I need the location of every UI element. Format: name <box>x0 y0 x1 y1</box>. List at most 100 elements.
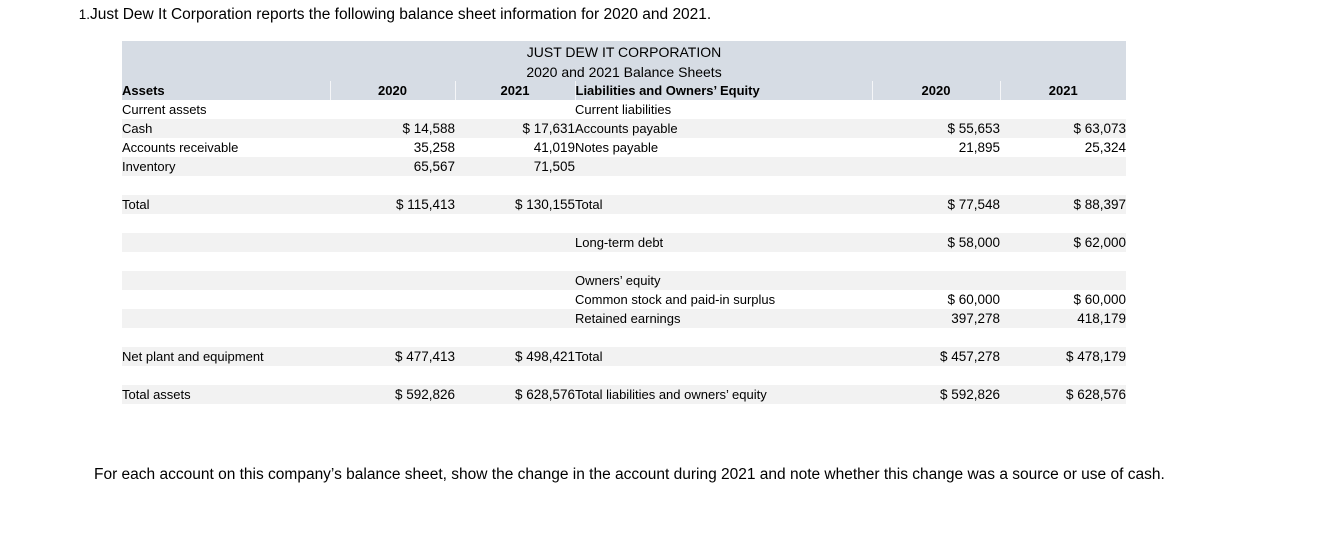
assets-label-cell <box>122 366 330 385</box>
table-subtitle-row: 2020 and 2021 Balance Sheets <box>122 62 1127 81</box>
liab-2021-cell: $ 628,576 <box>1065 387 1127 402</box>
liab-2021-cell: $ 88,397 <box>1073 197 1127 212</box>
assets-2021-cell <box>455 233 575 252</box>
liab-label-cell <box>575 157 872 176</box>
liab-label-cell: Total <box>575 349 603 364</box>
assets-2021-header: 2021 <box>454 81 575 100</box>
assets-label-cell: Current assets <box>122 102 207 117</box>
assets-2020-cell: 35,258 <box>413 140 455 155</box>
liab-2020-cell: 21,895 <box>958 140 1000 155</box>
liab-2020-cell <box>872 214 1000 233</box>
assets-2021-cell <box>455 290 575 309</box>
assets-2020-cell <box>330 366 455 385</box>
liab-2021-cell: $ 478,179 <box>1065 349 1127 364</box>
table-row: Total $ 115,413 $ 130,155 Total $ 77,548… <box>122 195 1127 214</box>
liab-2021-cell <box>1000 214 1126 233</box>
table-row: Cash $ 14,588 $ 17,631 Accounts payable … <box>122 119 1127 138</box>
table-row <box>122 214 1126 233</box>
assets-label-cell <box>122 271 330 290</box>
liab-2020-cell <box>872 252 1000 271</box>
assets-2021-cell: $ 17,631 <box>522 121 575 136</box>
liab-label-cell: Notes payable <box>575 140 659 155</box>
assets-2020-cell <box>330 290 455 309</box>
table-subtitle: 2020 and 2021 Balance Sheets <box>122 62 1127 81</box>
liab-2021-cell <box>1000 328 1126 347</box>
table-row: Inventory 65,567 71,505 <box>122 157 1127 176</box>
table-body: Current assets Current liabilities Cash … <box>122 100 1127 404</box>
assets-2020-cell <box>330 271 455 290</box>
table-row <box>122 366 1126 385</box>
assets-label-cell: Total assets <box>122 387 191 402</box>
assets-label-cell: Inventory <box>122 159 176 174</box>
table-row <box>122 328 1126 347</box>
liab-label-cell: Total liabilities and owners’ equity <box>575 387 767 402</box>
assets-2020-cell: 65,567 <box>413 159 455 174</box>
assets-label-cell: Net plant and equipment <box>122 349 264 364</box>
liab-2021-cell: 25,324 <box>1084 140 1127 155</box>
liab-2021-cell: $ 62,000 <box>1073 235 1127 250</box>
assets-label-cell: Total <box>122 197 150 212</box>
assets-2020-cell: $ 592,826 <box>394 387 455 402</box>
liab-2020-cell <box>872 157 1000 176</box>
liab-2020-cell <box>872 100 1000 119</box>
liab-2020-cell <box>872 366 1000 385</box>
liab-label-cell: Long-term debt <box>575 235 664 250</box>
assets-label-cell <box>122 290 330 309</box>
assets-2020-header: 2020 <box>329 81 455 100</box>
balance-sheet: JUST DEW IT CORPORATION 2020 and 2021 Ba… <box>122 41 1326 404</box>
liab-2021-cell <box>1000 366 1126 385</box>
assets-2020-cell <box>330 214 455 233</box>
problem-heading: 1. Just Dew It Corporation reports the f… <box>62 4 1326 25</box>
table-row: Accounts receivable 35,258 41,019 Notes … <box>122 138 1126 157</box>
liab-2021-cell <box>1000 176 1126 195</box>
table-row: Current assets Current liabilities <box>122 100 1126 119</box>
assets-2020-cell <box>330 328 455 347</box>
assets-2020-cell <box>330 252 455 271</box>
table-row: Retained earnings 397,278 418,179 <box>122 309 1127 328</box>
liabilities-2020-header: 2020 <box>871 81 1000 100</box>
assets-2021-cell <box>455 176 575 195</box>
liab-label-cell <box>575 214 872 233</box>
liab-2020-cell <box>872 328 1000 347</box>
column-header-row: Assets 2020 2021 Liabilities and Owners’… <box>122 81 1127 100</box>
liab-label-cell: Retained earnings <box>575 311 681 326</box>
table-row <box>122 252 1126 271</box>
company-title: JUST DEW IT CORPORATION <box>122 41 1127 62</box>
assets-2020-cell <box>330 233 455 252</box>
liab-2021-cell: $ 60,000 <box>1073 292 1127 307</box>
assets-2020-cell: $ 115,413 <box>395 197 455 212</box>
liab-2020-cell <box>872 176 1000 195</box>
liab-2021-cell <box>1000 271 1126 290</box>
balance-sheet-table: JUST DEW IT CORPORATION 2020 and 2021 Ba… <box>122 41 1127 404</box>
assets-label-cell <box>122 214 330 233</box>
liab-label-cell <box>575 176 872 195</box>
table-title-row: JUST DEW IT CORPORATION <box>122 41 1127 62</box>
assets-column-header: Assets <box>122 81 330 100</box>
assets-2021-cell: $ 130,155 <box>514 197 575 212</box>
liab-2021-cell <box>1000 252 1126 271</box>
assets-label-cell <box>122 309 330 328</box>
liab-2020-cell: $ 457,278 <box>939 349 1000 364</box>
liabilities-2021-header: 2021 <box>999 81 1127 100</box>
assets-label-cell <box>122 176 330 195</box>
table-header: JUST DEW IT CORPORATION 2020 and 2021 Ba… <box>122 41 1127 100</box>
liab-2020-cell: $ 58,000 <box>947 235 1000 250</box>
liab-label-cell: Current liabilities <box>575 102 672 117</box>
liab-label-cell: Accounts payable <box>575 121 678 136</box>
liab-2021-cell <box>1000 157 1126 176</box>
liab-label-cell <box>575 328 872 347</box>
assets-2021-cell: 71,505 <box>533 159 575 174</box>
liab-label-cell: Owners’ equity <box>575 273 661 288</box>
table-row: Total assets $ 592,826 $ 628,576 Total l… <box>122 385 1127 404</box>
assets-2021-cell <box>455 309 575 328</box>
liab-2021-cell: 418,179 <box>1077 311 1127 326</box>
liabilities-column-header: Liabilities and Owners’ Equity <box>574 81 872 100</box>
assets-2021-cell <box>455 366 575 385</box>
assets-label-cell <box>122 252 330 271</box>
table-row: Owners’ equity <box>122 271 1127 290</box>
liab-label-cell <box>575 366 872 385</box>
assets-2021-cell <box>455 252 575 271</box>
problem-statement: Just Dew It Corporation reports the foll… <box>90 6 712 23</box>
assets-label-cell: Cash <box>122 121 153 136</box>
liab-2020-cell: $ 77,548 <box>947 197 1000 212</box>
